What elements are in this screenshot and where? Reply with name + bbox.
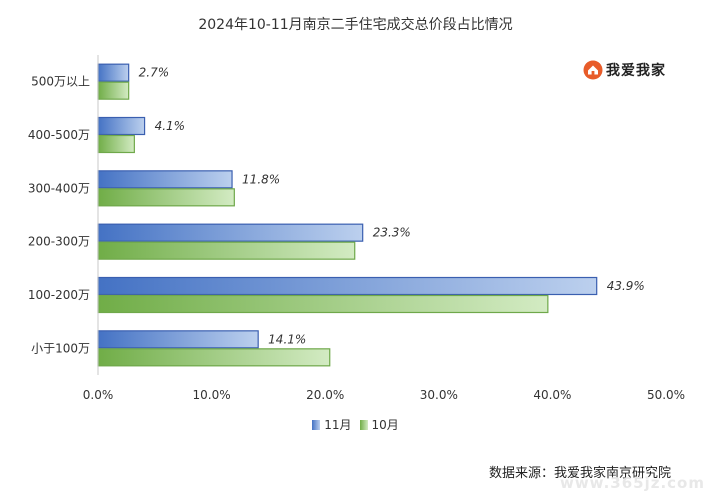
category-label-4: 100-200万 (28, 288, 90, 302)
chart-title: 2024年10-11月南京二手住宅成交总价段占比情况 (198, 17, 513, 33)
chart-legend: 11月 10月 (0, 416, 711, 433)
bar-nov-2 (97, 170, 233, 189)
bar-oct-5 (97, 348, 331, 367)
logo: 我爱我家 (583, 60, 666, 80)
category-label-1: 400-500万 (28, 128, 90, 142)
x-tick-label-3: 30.0% (420, 388, 458, 402)
bar-oct-1 (97, 134, 135, 154)
data-label-nov-5: 14.1% (268, 332, 306, 346)
bar-oct-4 (97, 294, 549, 314)
watermark: www.365jz.com (559, 474, 705, 492)
category-label-3: 200-300万 (28, 235, 90, 249)
category-label-5: 小于100万 (31, 341, 90, 355)
x-tick-label-5: 50.0% (647, 388, 685, 402)
bar-nov-1 (97, 116, 146, 136)
category-label-0: 500万以上 (31, 75, 90, 89)
x-tick-label-4: 40.0% (533, 388, 571, 402)
legend-swatch-oct (359, 419, 368, 430)
bar-nov-0 (97, 63, 130, 82)
bar-nov-3 (97, 223, 364, 242)
data-label-nov-4: 43.9% (607, 279, 645, 293)
bar-nov-5 (97, 330, 259, 349)
bar-oct-0 (97, 81, 130, 100)
x-tick-label-1: 10.0% (193, 388, 231, 402)
legend-item-oct: 10月 (359, 416, 399, 433)
house-icon (583, 60, 603, 80)
data-label-nov-3: 23.3% (373, 226, 411, 240)
legend-label-nov: 11月 (324, 418, 352, 432)
data-source: 数据来源：我爱我家南京研究院 (489, 466, 672, 481)
logo-text: 我爱我家 (606, 63, 666, 79)
bar-nov-4 (97, 276, 598, 296)
legend-swatch-nov (312, 419, 321, 430)
x-tick-label-2: 20.0% (306, 388, 344, 402)
legend-label-oct: 10月 (371, 418, 399, 432)
data-label-nov-2: 11.8% (242, 172, 280, 186)
data-label-nov-1: 4.1% (155, 119, 186, 133)
legend-item-nov: 11月 (312, 416, 352, 433)
bar-oct-2 (97, 188, 235, 207)
bar-oct-3 (97, 241, 356, 260)
category-label-2: 300-400万 (28, 181, 90, 195)
data-label-nov-0: 2.7% (139, 66, 170, 80)
x-tick-label-0: 0.0% (83, 388, 114, 402)
